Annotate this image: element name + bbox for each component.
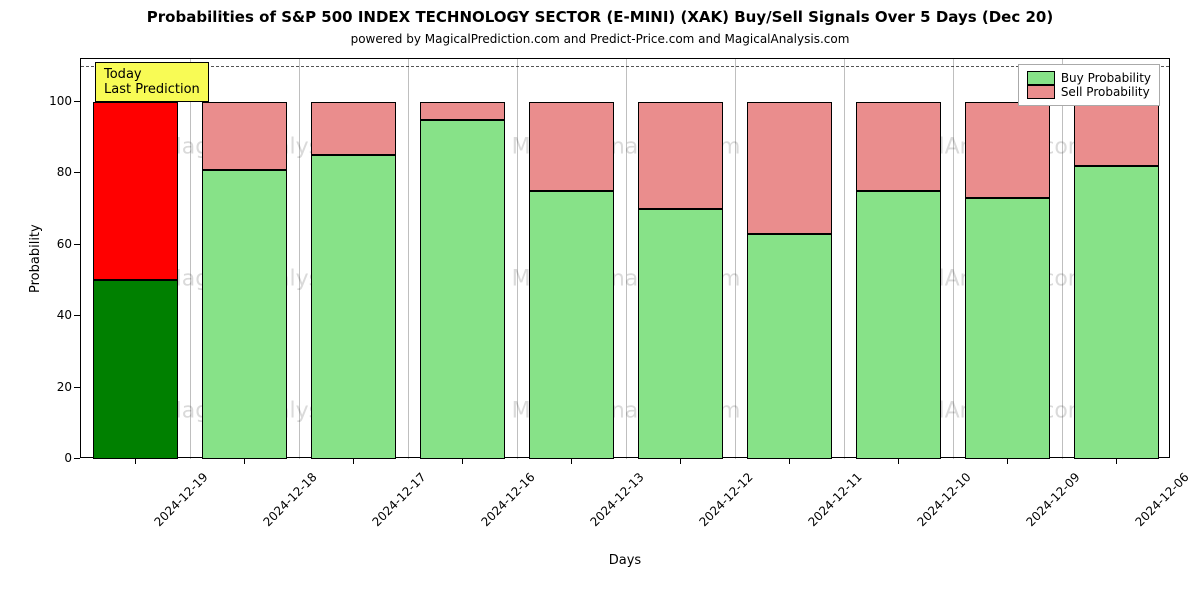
bar-sell bbox=[420, 102, 505, 120]
bar-buy bbox=[93, 280, 178, 459]
legend-label-sell: Sell Probability bbox=[1061, 85, 1150, 99]
x-tick-label: 2024-12-16 bbox=[478, 470, 537, 529]
callout-line1: Today bbox=[104, 67, 200, 82]
x-tick-mark bbox=[571, 458, 572, 464]
y-tick-mark bbox=[74, 101, 80, 102]
x-tick-label: 2024-12-18 bbox=[260, 470, 319, 529]
callout-line2: Last Prediction bbox=[104, 82, 200, 97]
plot-area: MagicalAnalysis.comMagicalAnalysis.comMa… bbox=[80, 58, 1170, 458]
x-tick-label: 2024-12-13 bbox=[587, 470, 646, 529]
bar-buy bbox=[965, 198, 1050, 459]
y-tick-label: 0 bbox=[42, 451, 72, 465]
bar-buy bbox=[202, 170, 287, 459]
y-tick-mark bbox=[74, 172, 80, 173]
y-tick-label: 40 bbox=[42, 308, 72, 322]
x-tick-label: 2024-12-09 bbox=[1023, 470, 1082, 529]
y-tick-mark bbox=[74, 387, 80, 388]
bar-sell bbox=[856, 102, 941, 191]
legend-label-buy: Buy Probability bbox=[1061, 71, 1151, 85]
legend-item-buy: Buy Probability bbox=[1027, 71, 1151, 85]
figure: Probabilities of S&P 500 INDEX TECHNOLOG… bbox=[0, 0, 1200, 600]
y-tick-label: 80 bbox=[42, 165, 72, 179]
x-tick-mark bbox=[1007, 458, 1008, 464]
x-tick-mark bbox=[353, 458, 354, 464]
x-tick-mark bbox=[789, 458, 790, 464]
grid-vline bbox=[735, 59, 736, 459]
bar-buy bbox=[1074, 166, 1159, 459]
bar-sell bbox=[311, 102, 396, 156]
bar-sell bbox=[1074, 102, 1159, 166]
x-tick-mark bbox=[462, 458, 463, 464]
bar-buy bbox=[529, 191, 614, 459]
grid-vline bbox=[190, 59, 191, 459]
y-tick-label: 100 bbox=[42, 94, 72, 108]
bar-sell bbox=[747, 102, 832, 234]
bar-sell bbox=[965, 102, 1050, 198]
grid-vline bbox=[953, 59, 954, 459]
chart-title: Probabilities of S&P 500 INDEX TECHNOLOG… bbox=[0, 8, 1200, 26]
grid-vline bbox=[408, 59, 409, 459]
x-tick-mark bbox=[680, 458, 681, 464]
bar-buy bbox=[311, 155, 396, 459]
grid-vline bbox=[299, 59, 300, 459]
grid-vline bbox=[626, 59, 627, 459]
x-tick-label: 2024-12-19 bbox=[151, 470, 210, 529]
x-tick-mark bbox=[135, 458, 136, 464]
bar-sell bbox=[638, 102, 723, 209]
x-axis-label: Days bbox=[80, 553, 1170, 568]
today-callout: Today Last Prediction bbox=[95, 62, 209, 102]
x-tick-label: 2024-12-12 bbox=[696, 470, 755, 529]
bar-buy bbox=[420, 120, 505, 459]
bar-buy bbox=[747, 234, 832, 459]
y-tick-mark bbox=[74, 458, 80, 459]
x-tick-mark bbox=[1116, 458, 1117, 464]
x-tick-label: 2024-12-06 bbox=[1132, 470, 1191, 529]
bar-sell bbox=[93, 102, 178, 281]
bar-buy bbox=[638, 209, 723, 459]
y-tick-mark bbox=[74, 315, 80, 316]
legend-item-sell: Sell Probability bbox=[1027, 85, 1151, 99]
x-tick-label: 2024-12-10 bbox=[914, 470, 973, 529]
y-tick-mark bbox=[74, 244, 80, 245]
bar-buy bbox=[856, 191, 941, 459]
x-tick-mark bbox=[898, 458, 899, 464]
y-axis-label: Probability bbox=[28, 224, 43, 293]
y-tick-label: 60 bbox=[42, 237, 72, 251]
bar-sell bbox=[529, 102, 614, 191]
x-tick-label: 2024-12-11 bbox=[805, 470, 864, 529]
grid-vline bbox=[517, 59, 518, 459]
y-tick-label: 20 bbox=[42, 380, 72, 394]
legend: Buy Probability Sell Probability bbox=[1018, 64, 1160, 106]
legend-swatch-buy bbox=[1027, 71, 1055, 85]
grid-vline bbox=[844, 59, 845, 459]
chart-subtitle: powered by MagicalPrediction.com and Pre… bbox=[0, 32, 1200, 46]
legend-swatch-sell bbox=[1027, 85, 1055, 99]
x-tick-label: 2024-12-17 bbox=[369, 470, 428, 529]
grid-vline bbox=[1062, 59, 1063, 459]
x-tick-mark bbox=[244, 458, 245, 464]
bar-sell bbox=[202, 102, 287, 170]
